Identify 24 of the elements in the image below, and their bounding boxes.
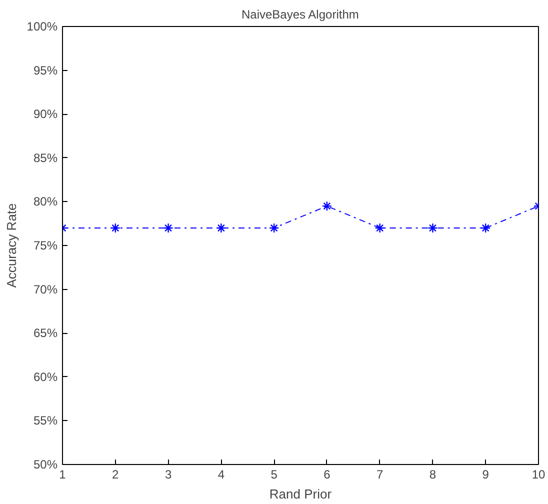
- y-tick-label: 60%: [33, 370, 58, 384]
- x-tick-label: 3: [164, 468, 172, 482]
- x-tick-label: 6: [324, 468, 331, 482]
- x-axis-title: Rand Prior: [269, 486, 332, 502]
- x-tick-label: 2: [112, 468, 120, 482]
- y-tick-label: 85%: [33, 150, 58, 165]
- y-tick-label: 70%: [33, 282, 58, 296]
- chart-title: NaiveBayes Algorithm: [241, 8, 359, 22]
- y-tick-label: 65%: [33, 326, 58, 340]
- y-tick-label: 95%: [33, 63, 58, 78]
- x-tick-label: 9: [482, 468, 490, 482]
- y-axis-title: Accuracy Rate: [4, 203, 19, 288]
- y-tick-label: 55%: [33, 414, 58, 428]
- x-tick-label: 1: [59, 468, 66, 482]
- x-tick-label: 4: [218, 468, 225, 482]
- x-tick-label: 10: [532, 468, 546, 482]
- y-tick-label: 80%: [33, 194, 58, 209]
- x-tick-label: 7: [376, 468, 384, 482]
- y-tick-label: 100%: [26, 20, 58, 34]
- y-tick-label: 50%: [33, 458, 58, 472]
- x-tick-label: 8: [429, 468, 436, 482]
- x-tick-label: 5: [270, 468, 278, 482]
- y-tick-label: 75%: [33, 238, 58, 252]
- y-tick-label: 90%: [33, 107, 58, 122]
